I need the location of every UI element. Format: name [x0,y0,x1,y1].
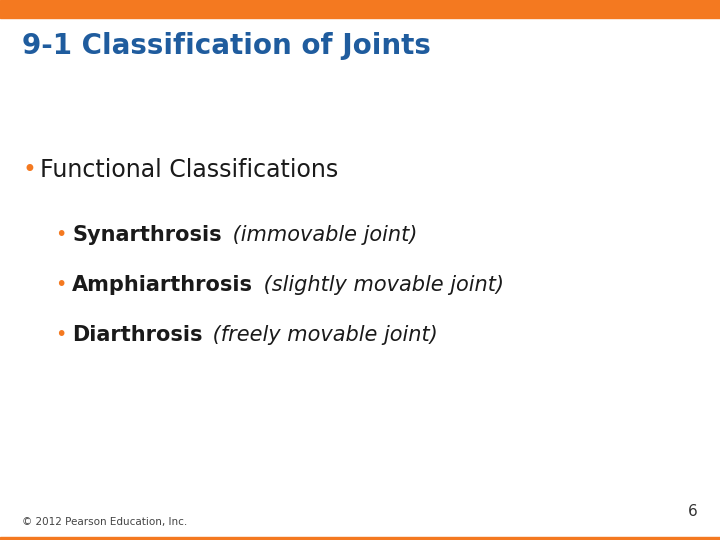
Text: (slightly movable joint): (slightly movable joint) [257,275,504,295]
Text: Amphiarthrosis: Amphiarthrosis [72,275,253,295]
Text: •: • [22,158,36,182]
Text: •: • [55,326,66,345]
Text: © 2012 Pearson Education, Inc.: © 2012 Pearson Education, Inc. [22,517,187,527]
Bar [0,537,720,540]
Text: (immovable joint): (immovable joint) [225,225,417,245]
Text: Diarthrosis: Diarthrosis [72,325,202,345]
Text: Synarthrosis: Synarthrosis [72,225,222,245]
Text: •: • [55,275,66,294]
Bar [0,0,720,18]
Text: (freely movable joint): (freely movable joint) [207,325,438,345]
Text: 6: 6 [688,504,698,519]
Text: 9-1 Classification of Joints: 9-1 Classification of Joints [22,32,431,60]
Text: •: • [55,226,66,245]
Text: Functional Classifications: Functional Classifications [40,158,338,182]
